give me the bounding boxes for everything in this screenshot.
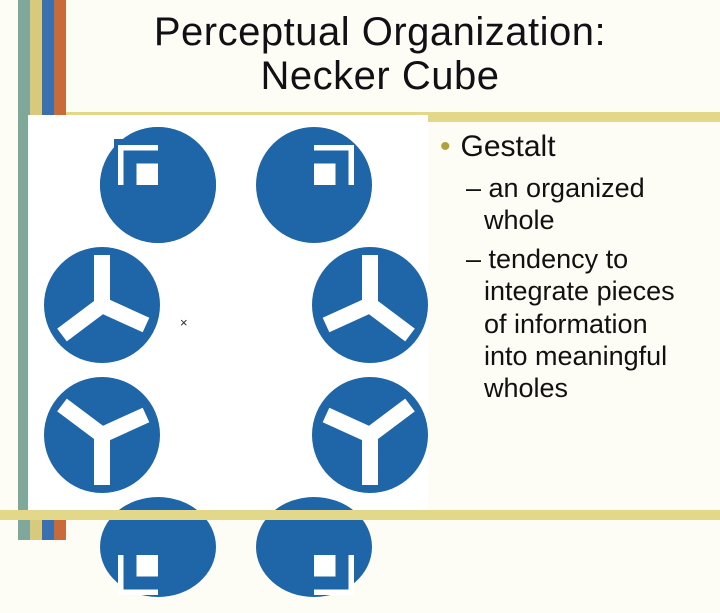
divider-band-bottom	[0, 510, 720, 520]
sub-bullet-1: – an organized whole	[466, 172, 690, 237]
necker-cube-figure: ×	[28, 115, 428, 515]
slide-title: Perceptual Organization: Necker Cube	[70, 10, 690, 98]
title-line-1: Perceptual Organization:	[154, 10, 606, 54]
bullet-dot-icon: •	[440, 130, 451, 163]
sub-bullet-2: – tendency to integrate pieces of inform…	[466, 243, 690, 405]
title-line-2: Necker Cube	[261, 54, 500, 98]
bullet-main: • Gestalt	[440, 130, 690, 164]
x-marker: ×	[180, 315, 188, 330]
text-content: • Gestalt – an organized whole – tendency…	[440, 130, 690, 411]
bullet-text: Gestalt	[461, 130, 556, 163]
